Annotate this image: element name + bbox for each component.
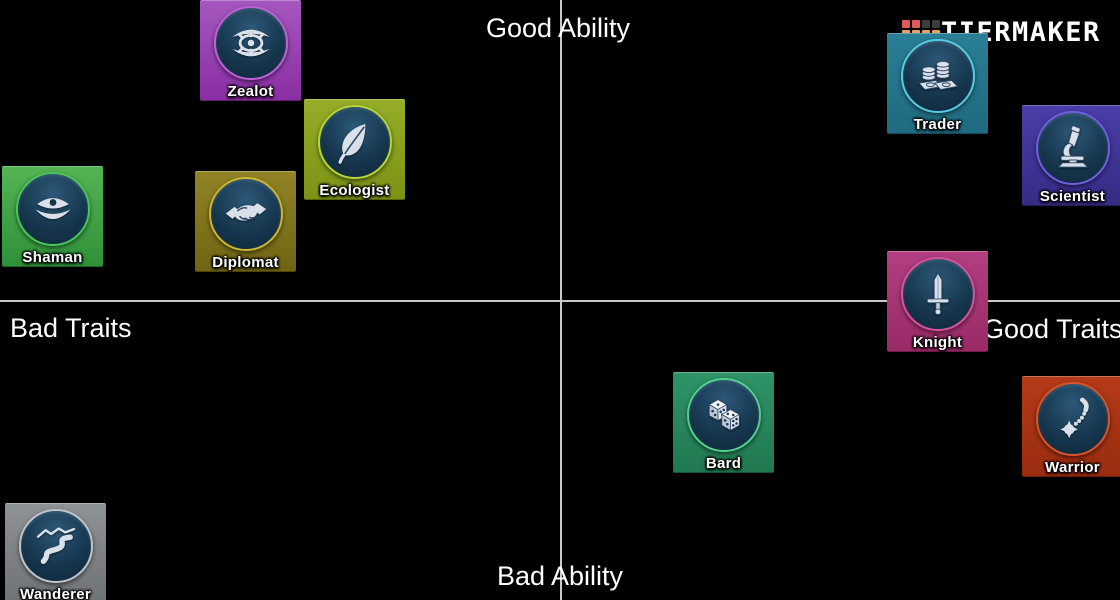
wanderer-emblem: [18, 509, 93, 583]
tile-bard[interactable]: Bard: [673, 372, 774, 473]
diplomat-emblem: [208, 177, 283, 251]
tile-label: Warrior: [1045, 459, 1100, 476]
winding-river-icon: [36, 527, 75, 564]
horizontal-axis-line: [0, 300, 1120, 302]
axis-label-bad-ability: Bad Ability: [496, 561, 624, 591]
tile-label: Shaman: [22, 249, 83, 266]
flail-icon: [1059, 397, 1089, 439]
tile-scientist[interactable]: Scientist: [1022, 105, 1120, 206]
tile-label: Scientist: [1039, 188, 1106, 205]
zealot-eye-icon: [231, 29, 270, 57]
scientist-emblem: [1035, 111, 1110, 185]
zealot-emblem: [213, 6, 288, 80]
ecologist-emblem: [317, 105, 392, 179]
tile-diplomat[interactable]: Diplomat: [195, 171, 296, 272]
tile-label: Wanderer: [19, 586, 92, 600]
logo-square: [922, 20, 930, 28]
tile-trader[interactable]: Trader: [887, 33, 988, 134]
tile-label: Bard: [705, 455, 742, 472]
spirit-eye-icon: [35, 198, 70, 220]
tile-label: Knight: [912, 334, 963, 351]
axis-label-good-traits: Good Traits: [983, 314, 1120, 344]
money-stacks-icon: [917, 60, 959, 91]
logo-square: [902, 20, 910, 28]
knight-emblem: [900, 257, 975, 331]
shaman-emblem: [15, 172, 90, 246]
axis-label-bad-traits: Bad Traits: [10, 313, 132, 343]
tile-shaman[interactable]: Shaman: [2, 166, 103, 267]
tile-label: Zealot: [227, 83, 274, 100]
bard-emblem: [686, 378, 761, 452]
logo-square: [932, 20, 940, 28]
warrior-emblem: [1035, 382, 1110, 456]
trader-emblem: [900, 39, 975, 113]
tile-wanderer[interactable]: Wanderer: [5, 503, 106, 600]
tile-label: Trader: [913, 116, 962, 133]
sword-icon: [926, 272, 949, 316]
axis-label-good-ability: Good Ability: [485, 13, 631, 43]
tile-label: Diplomat: [212, 254, 279, 271]
handshake-icon: [225, 203, 266, 221]
tile-zealot[interactable]: Zealot: [200, 0, 301, 101]
leaf-icon: [337, 124, 365, 164]
microscope-icon: [1057, 125, 1088, 168]
tile-label: Ecologist: [319, 182, 390, 199]
tile-warrior[interactable]: Warrior: [1022, 376, 1120, 477]
logo-square: [912, 20, 920, 28]
dice-icon: [707, 399, 740, 431]
tile-knight[interactable]: Knight: [887, 251, 988, 352]
tile-ecologist[interactable]: Ecologist: [304, 99, 405, 200]
